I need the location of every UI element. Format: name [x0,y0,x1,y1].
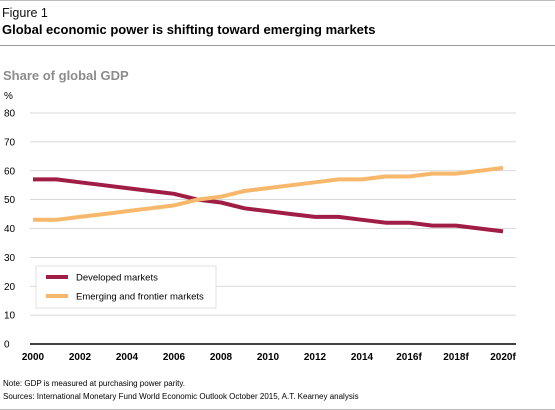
legend-label: Emerging and frontier markets [76,292,204,303]
legend: Developed markets Emerging and frontier m… [35,265,217,309]
x-tick-label: 2016f [396,352,422,363]
y-unit-label: % [4,91,13,102]
gridlines [30,112,516,345]
y-tick-label: 60 [4,166,16,177]
title-rule [0,45,555,46]
y-tick-label: 0 [4,340,10,351]
y-tick-label: 70 [4,137,16,148]
legend-label: Developed markets [76,273,158,284]
x-tick-label: 2020f [490,352,516,363]
chart-sources: Sources: International Monetary Fund Wor… [3,392,359,401]
chart-note: Note: GDP is measured at purchasing powe… [3,379,186,388]
top-rule [0,0,555,1]
figure-title: Global economic power is shifting toward… [2,22,376,37]
y-tick-label: 20 [4,282,16,293]
y-tick-label: 40 [4,224,16,235]
x-tick-label: 2004 [116,352,139,363]
x-tick-label: 2014 [351,352,374,363]
x-tick-label: 2012 [304,352,327,363]
x-tick-label: 2006 [163,352,186,363]
series-line-developed [33,177,504,234]
y-tick-label: 30 [4,253,16,264]
figure-label: Figure 1 [2,6,48,20]
x-tick-label: 2002 [69,352,92,363]
y-tick-label: 80 [4,109,16,120]
x-tick-label: 2000 [22,352,45,363]
y-tick-label: 10 [4,311,16,322]
x-tick-labels: 2000 2002 2004 2006 2008 2010 2012 2014 2016f 201… [22,352,517,363]
x-tick-label: 2010 [257,352,280,363]
y-tick-labels: % 0 10 20 30 40 50 60 70 80 [4,91,16,351]
y-tick-label: 50 [4,195,16,206]
x-tick-label: 2008 [210,352,233,363]
chart-subtitle: Share of global GDP [3,68,129,83]
legend-box [35,265,217,309]
x-tick-label: 2018f [443,352,469,363]
series-line-emerging [33,165,504,222]
series-lines [33,165,504,234]
